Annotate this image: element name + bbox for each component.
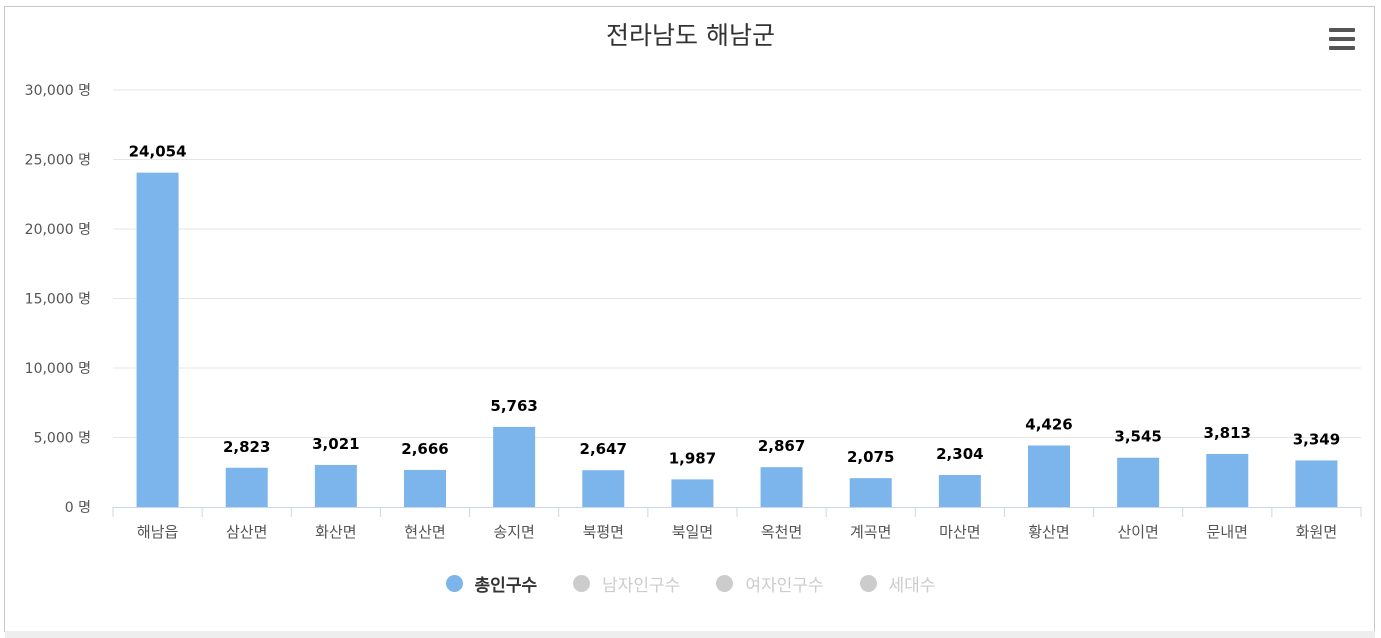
bar-9[interactable] — [938, 474, 981, 507]
data-label: 3,545 — [1114, 428, 1161, 446]
data-label: 3,021 — [312, 435, 359, 453]
bar-8[interactable] — [849, 478, 892, 507]
y-tick-label: 25,000 명 — [25, 153, 91, 169]
x-tick-label: 옥천면 — [761, 523, 802, 541]
data-label: 2,304 — [936, 445, 983, 463]
legend-item-2[interactable]: 여자인구수 — [716, 571, 824, 596]
bar-4[interactable] — [493, 426, 536, 507]
bar-6[interactable] — [671, 479, 714, 507]
x-tick-label: 산이면 — [1117, 523, 1158, 541]
y-tick-label: 10,000 명 — [25, 361, 91, 377]
data-label: 3,349 — [1293, 430, 1340, 448]
x-tick-label: 북평면 — [583, 523, 624, 541]
chart-title: 전라남도 해남군 — [606, 21, 775, 50]
x-tick-label: 화원면 — [1296, 523, 1337, 541]
data-label: 2,666 — [401, 440, 448, 458]
x-tick-label: 현산면 — [404, 523, 445, 541]
bar-3[interactable] — [404, 469, 446, 507]
data-label: 4,426 — [1025, 415, 1072, 433]
x-tick-label: 문내면 — [1207, 523, 1248, 541]
data-label: 2,647 — [580, 440, 627, 458]
bar-1[interactable] — [225, 467, 268, 507]
legend-marker-icon — [445, 575, 463, 592]
x-tick-label: 계곡면 — [850, 523, 891, 541]
x-tick-label: 삼산면 — [226, 523, 267, 541]
x-tick-label: 송지면 — [493, 523, 534, 541]
bar-11[interactable] — [1117, 457, 1160, 507]
legend: 총인구수 남자인구수 여자인구수 세대수 — [0, 571, 1381, 596]
bottom-strip — [5, 631, 1375, 638]
legend-item-1[interactable]: 남자인구수 — [573, 571, 680, 596]
x-tick-label: 화산면 — [315, 523, 356, 541]
legend-marker-icon — [716, 575, 734, 592]
y-tick-label: 5,000 명 — [34, 431, 91, 447]
data-label: 24,054 — [129, 143, 187, 161]
x-tick-label: 해남읍 — [137, 523, 178, 541]
legend-item-3[interactable]: 세대수 — [859, 571, 936, 596]
x-tick-label: 황산면 — [1028, 523, 1069, 541]
bar-13[interactable] — [1295, 460, 1338, 507]
y-tick-label: 15,000 명 — [25, 292, 91, 308]
data-label: 2,823 — [223, 438, 270, 456]
bar-7[interactable] — [760, 467, 803, 507]
bar-10[interactable] — [1028, 445, 1070, 507]
legend-label: 총인구수 — [474, 576, 538, 596]
data-label: 1,987 — [669, 449, 716, 467]
legend-marker-icon — [573, 575, 591, 592]
data-label: 2,075 — [847, 448, 894, 466]
legend-label: 세대수 — [888, 576, 936, 596]
bar-12[interactable] — [1206, 453, 1249, 507]
chart-container — [4, 6, 1375, 632]
bar-5[interactable] — [582, 470, 625, 507]
hamburger-menu-icon[interactable] — [1326, 28, 1358, 54]
legend-item-0[interactable]: 총인구수 — [445, 571, 538, 596]
bar-0[interactable] — [136, 172, 179, 507]
legend-marker-icon — [859, 575, 877, 592]
x-tick-label: 북일면 — [672, 523, 713, 541]
x-tick-label: 마산면 — [939, 523, 980, 541]
y-tick-label: 0 명 — [65, 500, 91, 516]
data-label: 5,763 — [490, 397, 537, 415]
y-tick-label: 20,000 명 — [25, 222, 91, 238]
data-label: 3,813 — [1204, 424, 1251, 442]
legend-label: 남자인구수 — [602, 576, 681, 596]
legend-label: 여자인구수 — [745, 576, 824, 596]
data-label: 2,867 — [758, 437, 805, 455]
bar-2[interactable] — [314, 465, 357, 507]
y-tick-label: 30,000 명 — [25, 83, 91, 99]
